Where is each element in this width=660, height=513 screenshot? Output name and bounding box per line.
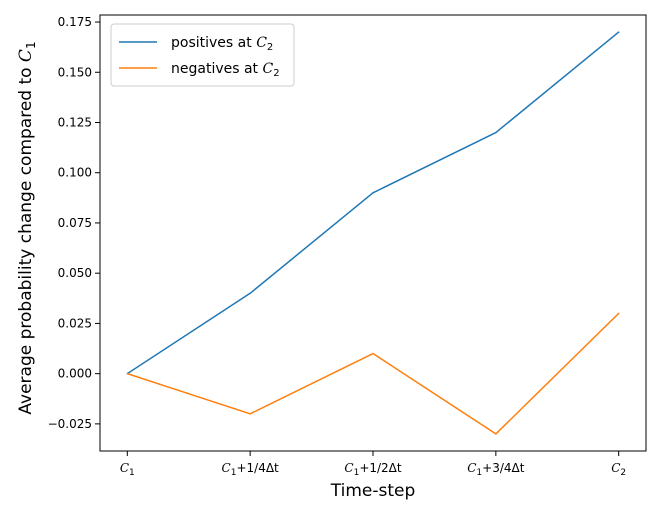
data-point	[495, 131, 497, 134]
y-tick-label: 0.150	[58, 65, 92, 79]
x-tick-label-suffix: +1/4Δt	[236, 461, 279, 475]
data-point	[249, 413, 251, 415]
x-tick-label: C1	[120, 461, 135, 478]
y-axis: −0.025 0.000 0.025 0.050 0.075 0.100 0.125 0.15…	[48, 15, 100, 431]
x-tick-label-math: C	[344, 461, 353, 475]
legend-label-math: C	[256, 35, 267, 51]
legend-label-math: C	[263, 61, 274, 77]
x-tick-label-math: C	[120, 461, 129, 475]
data-point	[617, 312, 620, 315]
legend-box	[110, 23, 295, 87]
data-point	[617, 31, 620, 33]
legend-label: negatives at C2	[171, 61, 280, 79]
x-tick-label-subscript: 1	[231, 468, 237, 478]
x-tick-label-subscript: 1	[354, 468, 360, 478]
y-tick-label: 0.075	[58, 216, 92, 230]
series-line-2	[127, 312, 620, 435]
x-axis: C1 C1+1/4Δt C1+1/2Δt C1+3/4Δt C2	[120, 451, 626, 478]
legend-label-subscript: 2	[273, 68, 279, 79]
plot-frame	[99, 14, 647, 452]
x-tick-label-suffix: +3/4Δt	[482, 461, 525, 475]
x-tick-label: C2	[611, 461, 626, 478]
y-tick-label: 0.100	[58, 166, 92, 180]
x-tick-label-math: C	[222, 461, 231, 475]
x-tick-label-subscript: 1	[129, 468, 135, 478]
legend-label-text: positives at	[171, 35, 256, 51]
svg-text:Average probability change com: Average probability change compared to C…	[16, 41, 38, 414]
x-tick-label-subscript: 1	[476, 468, 482, 478]
y-tick-label: 0.000	[58, 367, 92, 381]
y-axis-label: Average probability change compared to C…	[16, 41, 38, 414]
y-tick-label: 0.050	[58, 266, 92, 280]
y-tick-label: 0.025	[58, 316, 92, 330]
y-axis-label-text: Average probability change compared to	[16, 62, 36, 415]
data-point	[249, 292, 251, 295]
y-tick-label: 0.125	[58, 115, 92, 129]
data-point	[495, 433, 497, 435]
legend-label-text: negatives at	[171, 61, 263, 77]
data-point	[372, 352, 374, 355]
y-tick-label: 0.175	[58, 15, 92, 29]
x-tick-label-math: C	[611, 461, 620, 475]
x-axis-label: Time-step	[330, 481, 416, 501]
x-tick-label-suffix: +1/2Δt	[359, 461, 402, 475]
y-axis-label-math: C	[16, 49, 36, 62]
x-tick-label-subscript: 2	[620, 468, 626, 478]
x-tick-label: C1+3/4Δt	[467, 461, 524, 478]
x-tick-label: C1+1/4Δt	[222, 461, 279, 478]
legend-label-subscript: 2	[267, 42, 273, 53]
x-tick-label: C1+1/2Δt	[344, 461, 401, 478]
x-tick-label-math: C	[467, 461, 476, 475]
data-point	[126, 372, 129, 375]
y-axis-label-subscript: 1	[24, 41, 38, 49]
legend-label: positives at C2	[171, 35, 273, 53]
data-point	[372, 192, 374, 194]
y-tick-label: −0.025	[48, 417, 92, 431]
plot-series	[126, 31, 620, 435]
